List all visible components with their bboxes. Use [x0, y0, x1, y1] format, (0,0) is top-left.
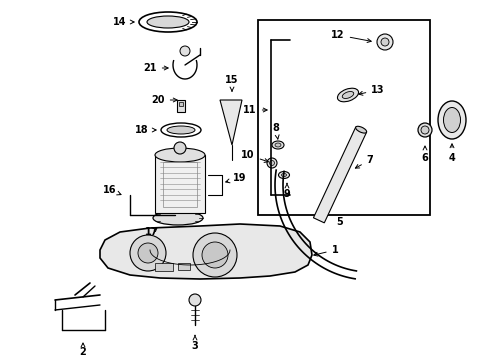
- Text: 10: 10: [241, 150, 268, 162]
- Circle shape: [193, 233, 237, 277]
- Text: 7: 7: [355, 155, 373, 168]
- Text: 20: 20: [151, 95, 177, 105]
- Ellipse shape: [147, 16, 189, 28]
- Ellipse shape: [161, 123, 201, 137]
- Bar: [155, 155, 204, 213]
- Ellipse shape: [355, 126, 366, 133]
- Ellipse shape: [167, 126, 195, 134]
- Text: 11: 11: [243, 105, 266, 115]
- Text: 4: 4: [447, 144, 454, 163]
- Text: 9: 9: [283, 183, 290, 199]
- Circle shape: [376, 34, 392, 50]
- Ellipse shape: [417, 123, 431, 137]
- Bar: [178, 263, 190, 270]
- Circle shape: [180, 46, 190, 56]
- Bar: [155, 263, 173, 271]
- Ellipse shape: [271, 141, 284, 149]
- Text: 12: 12: [330, 30, 370, 42]
- Ellipse shape: [278, 171, 289, 179]
- Circle shape: [174, 142, 185, 154]
- Bar: [177, 100, 184, 112]
- Ellipse shape: [274, 143, 281, 147]
- Ellipse shape: [337, 88, 358, 102]
- Text: 17: 17: [145, 227, 159, 237]
- Ellipse shape: [155, 148, 204, 162]
- Text: 3: 3: [191, 336, 198, 351]
- Text: 2: 2: [80, 343, 86, 357]
- Ellipse shape: [139, 12, 197, 32]
- Ellipse shape: [153, 211, 203, 225]
- Circle shape: [202, 242, 227, 268]
- Text: 19: 19: [225, 173, 246, 183]
- Text: 16: 16: [103, 185, 121, 195]
- Text: 1: 1: [313, 245, 338, 256]
- Ellipse shape: [266, 158, 276, 168]
- Ellipse shape: [281, 174, 286, 176]
- Polygon shape: [100, 224, 311, 279]
- Ellipse shape: [269, 161, 274, 166]
- Circle shape: [130, 235, 165, 271]
- Text: 14: 14: [113, 17, 134, 27]
- Polygon shape: [220, 100, 242, 145]
- Bar: [163, 162, 197, 207]
- Text: 21: 21: [143, 63, 168, 73]
- Text: 5: 5: [336, 217, 343, 227]
- Bar: [179, 102, 183, 106]
- Text: 6: 6: [421, 146, 427, 163]
- Ellipse shape: [420, 126, 428, 134]
- Text: 13: 13: [358, 85, 384, 95]
- Circle shape: [189, 294, 201, 306]
- Text: 18: 18: [135, 125, 156, 135]
- Ellipse shape: [342, 91, 353, 99]
- Circle shape: [138, 243, 158, 263]
- Ellipse shape: [443, 108, 460, 132]
- Bar: [258, 20, 429, 215]
- Text: 15: 15: [225, 75, 238, 91]
- Bar: [313, 127, 366, 223]
- Circle shape: [380, 38, 388, 46]
- Text: 8: 8: [272, 123, 279, 139]
- Ellipse shape: [437, 101, 465, 139]
